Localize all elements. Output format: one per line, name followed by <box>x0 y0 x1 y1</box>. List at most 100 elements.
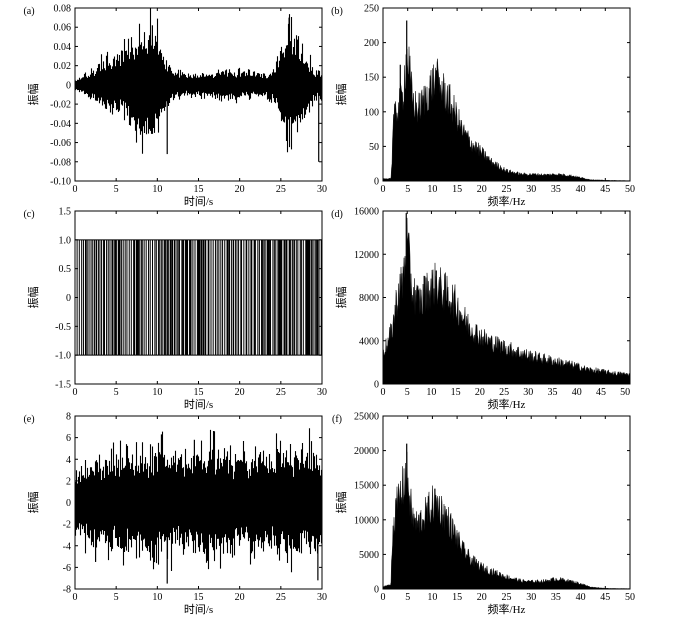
x-tick-label: 5 <box>405 184 410 195</box>
x-tick-label: 35 <box>551 592 561 603</box>
plot-area <box>75 428 322 584</box>
y-tick-label: 0 <box>374 380 379 391</box>
y-tick-label: -6 <box>63 563 71 574</box>
x-tick-label: 20 <box>475 387 485 398</box>
y-tick-label: 1.0 <box>59 235 72 246</box>
x-tick-label: 20 <box>477 592 487 603</box>
y-tick-label: -8 <box>63 585 71 596</box>
y-tick-label: 0.06 <box>54 23 72 34</box>
y-tick-label: -0.5 <box>55 322 71 333</box>
switching-transitions <box>75 239 322 356</box>
x-tick-label: 5 <box>114 184 119 195</box>
y-tick-label: 0.08 <box>54 4 72 15</box>
y-tick-label: 25000 <box>354 412 379 423</box>
x-tick-label: 30 <box>317 387 327 398</box>
y-tick-label: -2 <box>63 520 71 531</box>
y-tick-label: 0 <box>66 80 71 91</box>
waveform-series <box>75 428 322 573</box>
chart-panel-4: 0 5 10 15 20 25 30 35 40 45 50 0 4000 8000 12000 16000 频… <box>331 207 631 411</box>
panel-label: (d) <box>331 209 343 220</box>
y-tick-label: 2 <box>66 476 71 487</box>
y-tick-label: -1.5 <box>55 380 71 391</box>
plot-area <box>383 213 630 384</box>
y-tick-label: 0 <box>374 177 379 188</box>
x-tick-label: 15 <box>451 387 461 398</box>
y-tick-label: 0 <box>66 293 71 304</box>
x-tick-label: 15 <box>452 184 462 195</box>
y-tick-label: 4000 <box>359 336 379 347</box>
y-tick-label: -0.02 <box>50 100 71 111</box>
x-tick-label: 35 <box>548 387 558 398</box>
x-tick-label: 30 <box>317 184 327 195</box>
y-tick-label: -0.04 <box>50 119 71 130</box>
chart-panel-2: 0 5 10 15 20 25 30 35 40 45 50 0 50 100 150 200 250 频率/Hz… <box>331 4 635 209</box>
x-tick-label: 10 <box>427 184 437 195</box>
x-tick-label: 10 <box>152 387 162 398</box>
y-tick-label: 8 <box>66 412 71 423</box>
x-tick-label: 25 <box>502 592 512 603</box>
y-axis-label: 振幅 <box>26 492 40 514</box>
x-axis-label: 时间/s <box>184 195 213 208</box>
y-tick-label: 0 <box>66 498 71 509</box>
panel-label: (a) <box>23 6 34 17</box>
x-tick-label: 45 <box>600 592 610 603</box>
x-tick-label: 30 <box>526 592 536 603</box>
y-tick-label: 12000 <box>354 250 379 261</box>
x-axis-label: 时间/s <box>184 603 213 616</box>
y-axis-label: 振幅 <box>334 492 348 514</box>
y-tick-label: 16000 <box>354 207 379 218</box>
y-tick-label: 0.04 <box>54 42 72 53</box>
x-tick-label: 5 <box>405 387 410 398</box>
chart-panel-6: 0 5 10 15 20 25 30 35 40 45 50 0 5000 10000 15000 20000… <box>332 412 635 617</box>
y-axis-label: 振幅 <box>26 84 40 106</box>
spectrum-series <box>383 451 630 589</box>
x-tick-label: 15 <box>194 592 204 603</box>
x-tick-label: 15 <box>194 184 204 195</box>
y-tick-label: 6 <box>66 433 71 444</box>
y-tick-label: -1.0 <box>55 351 71 362</box>
x-tick-label: 20 <box>235 184 245 195</box>
x-tick-label: 10 <box>152 592 162 603</box>
y-tick-label: 5000 <box>359 550 379 561</box>
y-axis-label: 振幅 <box>334 84 348 106</box>
x-tick-label: 5 <box>114 592 119 603</box>
x-tick-label: 0 <box>73 387 78 398</box>
chart-panel-3: 0 5 10 15 20 25 30 1.5 1.0 0.5 0 -0.5 -1.0 -1.5 时间/s 振幅… <box>23 207 327 412</box>
x-tick-label: 45 <box>596 387 606 398</box>
x-tick-label: 10 <box>426 387 436 398</box>
x-tick-label: 25 <box>276 387 286 398</box>
y-tick-label: 150 <box>364 73 379 84</box>
panel-label: (e) <box>23 414 34 425</box>
x-tick-label: 50 <box>625 592 635 603</box>
y-tick-label: 4 <box>66 455 71 466</box>
x-tick-label: 45 <box>600 184 610 195</box>
y-tick-label: -4 <box>63 541 71 552</box>
x-tick-label: 10 <box>152 184 162 195</box>
x-tick-label: 20 <box>235 592 245 603</box>
y-tick-label: 0.02 <box>54 61 72 72</box>
x-tick-label: 50 <box>625 184 635 195</box>
x-tick-label: 25 <box>276 592 286 603</box>
chart-panel-1: 0 5 10 15 20 25 30 0.08 0.06 0.04 0.02 0 -0.02 -0.04 -… <box>23 4 327 209</box>
y-tick-label: 0 <box>374 585 379 596</box>
x-axis-label: 频率/Hz <box>488 194 526 208</box>
y-tick-label: -0.08 <box>50 157 71 168</box>
y-tick-label: 1.5 <box>59 207 72 218</box>
y-tick-label: 50 <box>369 142 379 153</box>
plot-area <box>75 239 322 356</box>
y-tick-label: 10000 <box>354 515 379 526</box>
x-tick-label: 40 <box>572 387 582 398</box>
panel-label: (f) <box>332 414 342 425</box>
y-axis-label: 振幅 <box>26 287 40 309</box>
x-tick-label: 0 <box>381 592 386 603</box>
x-tick-label: 5 <box>405 592 410 603</box>
y-tick-label: 20000 <box>354 446 379 457</box>
y-tick-label: 250 <box>364 4 379 15</box>
waveform-series <box>75 8 322 154</box>
x-tick-label: 25 <box>276 184 286 195</box>
plot-area <box>383 443 630 589</box>
x-tick-label: 30 <box>523 387 533 398</box>
y-tick-label: 200 <box>364 38 379 49</box>
x-tick-label: 15 <box>452 592 462 603</box>
